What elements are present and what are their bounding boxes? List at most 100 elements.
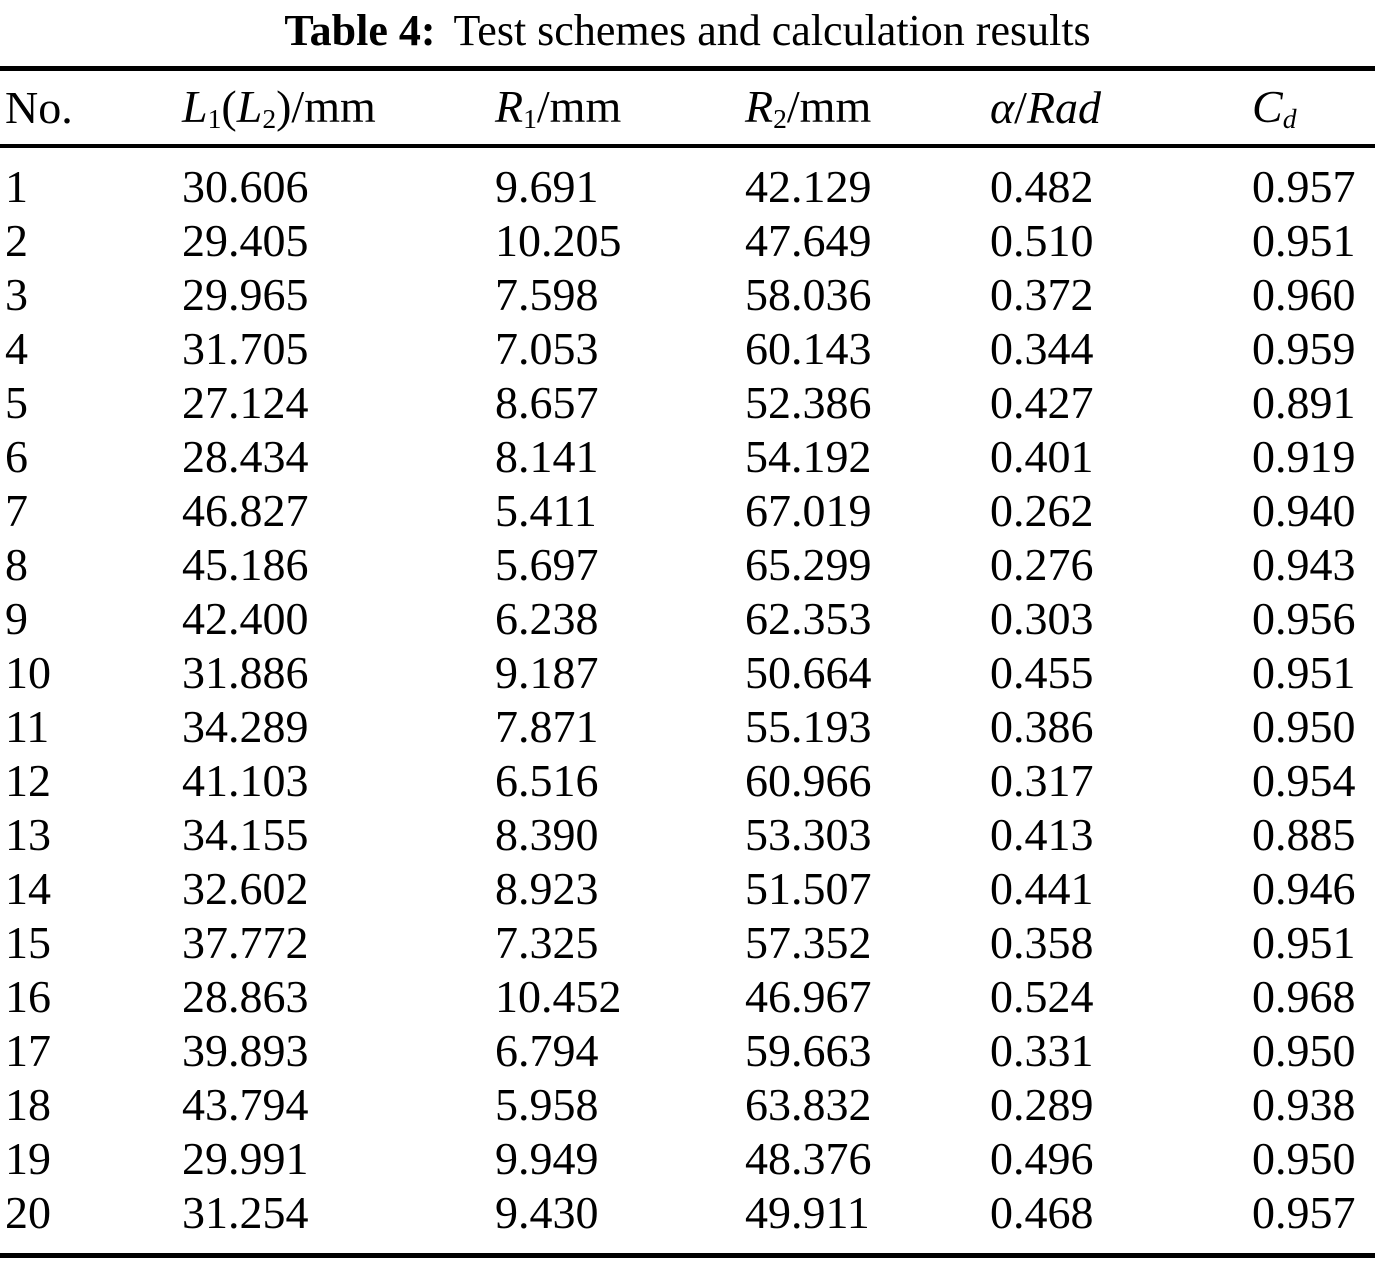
- table-cell: 0.441: [990, 863, 1094, 914]
- table-row: 1 30.606 9.691 42.129 0.482 0.957: [0, 160, 1375, 214]
- column-header-l1-l2-mm: L1(L2)/mm: [182, 80, 495, 135]
- table-row: 13 34.155 8.390 53.303 0.413 0.885: [0, 808, 1375, 862]
- table-cell: 0.413: [990, 809, 1094, 860]
- table-cell: 9.430: [495, 1187, 599, 1238]
- table-cell: 7: [5, 485, 28, 536]
- table-cell: 0.289: [990, 1079, 1094, 1130]
- table-cell: 0.344: [990, 323, 1094, 374]
- table-cell: 52.386: [745, 377, 872, 428]
- table-cell: 2: [5, 215, 28, 266]
- table-cell: 58.036: [745, 269, 872, 320]
- table-cell: 5.697: [495, 539, 599, 590]
- table-top-rule: [0, 66, 1375, 71]
- table-cell: 3: [5, 269, 28, 320]
- table-cell: 60.966: [745, 755, 872, 806]
- header-segment: α: [990, 82, 1015, 133]
- table-caption-text: Test schemes and calculation results: [453, 6, 1091, 55]
- table-cell: 7.871: [495, 701, 599, 752]
- table-cell: 8: [5, 539, 28, 590]
- table-cell: 0.386: [990, 701, 1094, 752]
- table-cell: 0.954: [1252, 755, 1356, 806]
- header-segment: /mm: [536, 80, 622, 132]
- table-cell: 0.482: [990, 161, 1094, 212]
- table-cell: 0.358: [990, 917, 1094, 968]
- header-segment: R: [745, 80, 774, 132]
- table-cell: 65.299: [745, 539, 872, 590]
- header-segment: No.: [5, 82, 73, 133]
- table-cell: 41.103: [182, 755, 309, 806]
- table-cell: 31.886: [182, 647, 309, 698]
- table-cell: 54.192: [745, 431, 872, 482]
- table-cell: 0.331: [990, 1025, 1094, 1076]
- table-cell: 49.911: [745, 1187, 870, 1238]
- table-cell: 9.949: [495, 1133, 599, 1184]
- header-segment: /mm: [786, 80, 872, 132]
- table-cell: 0.957: [1252, 161, 1356, 212]
- table-cell: 32.602: [182, 863, 309, 914]
- table-cell: 50.664: [745, 647, 872, 698]
- table-cell: 31.254: [182, 1187, 309, 1238]
- table-cell: 0.946: [1252, 863, 1356, 914]
- table-cell: 6.516: [495, 755, 599, 806]
- table-cell: 0.951: [1252, 917, 1356, 968]
- table-cell: 8.141: [495, 431, 599, 482]
- table-cell: 8.390: [495, 809, 599, 860]
- table-cell: 0.968: [1252, 971, 1356, 1022]
- table-cell: 51.507: [745, 863, 872, 914]
- table-cell: 1: [5, 161, 28, 212]
- table-cell: 29.405: [182, 215, 309, 266]
- table-cell: 6: [5, 431, 28, 482]
- table-cell: 37.772: [182, 917, 309, 968]
- table-cell: 6.794: [495, 1025, 599, 1076]
- table-row: 5 27.124 8.657 52.386 0.427 0.891: [0, 376, 1375, 430]
- table-cell: 0.950: [1252, 701, 1356, 752]
- table-row: 9 42.400 6.238 62.353 0.303 0.956: [0, 592, 1375, 646]
- table-cell: 13: [5, 809, 51, 860]
- table-cell: 55.193: [745, 701, 872, 752]
- table-body: 1 30.606 9.691 42.129 0.482 0.957 2 29.405 10.20…: [0, 148, 1375, 1240]
- column-header-no: No.: [5, 81, 182, 134]
- table-cell: 42.129: [745, 161, 872, 212]
- table-row: 11 34.289 7.871 55.193 0.386 0.950: [0, 700, 1375, 754]
- table-row: 3 29.965 7.598 58.036 0.372 0.960: [0, 268, 1375, 322]
- table-cell: 0.401: [990, 431, 1094, 482]
- table-cell: 0.940: [1252, 485, 1356, 536]
- table-cell: 0.427: [990, 377, 1094, 428]
- table-cell: 0.303: [990, 593, 1094, 644]
- table-cell: 27.124: [182, 377, 309, 428]
- table-cell: 7.053: [495, 323, 599, 374]
- table-cell: 0.956: [1252, 593, 1356, 644]
- header-segment: C: [1252, 80, 1283, 132]
- table-cell: 34.155: [182, 809, 309, 860]
- table-row: 19 29.991 9.949 48.376 0.496 0.950: [0, 1132, 1375, 1186]
- table-row: 15 37.772 7.325 57.352 0.358 0.951: [0, 916, 1375, 970]
- table-row: 6 28.434 8.141 54.192 0.401 0.919: [0, 430, 1375, 484]
- header-segment: L: [236, 80, 263, 132]
- table-cell: 43.794: [182, 1079, 309, 1130]
- table-cell: 10: [5, 647, 51, 698]
- table-header-row: No. L1(L2)/mm R1/mm R2/mm α/Rad Cd: [0, 71, 1375, 144]
- table-cell: 0.938: [1252, 1079, 1356, 1130]
- header-segment: 1: [523, 103, 537, 135]
- table-cell: 8.657: [495, 377, 599, 428]
- table-cell: 5.958: [495, 1079, 599, 1130]
- table-row: 8 45.186 5.697 65.299 0.276 0.943: [0, 538, 1375, 592]
- table-cell: 53.303: [745, 809, 872, 860]
- table-cell: 0.262: [990, 485, 1094, 536]
- table-cell: 46.827: [182, 485, 309, 536]
- table-cell: 39.893: [182, 1025, 309, 1076]
- table-row: 7 46.827 5.411 67.019 0.262 0.940: [0, 484, 1375, 538]
- table-cell: 16: [5, 971, 51, 1022]
- table-row: 2 29.405 10.205 47.649 0.510 0.951: [0, 214, 1375, 268]
- table-cell: 0.919: [1252, 431, 1356, 482]
- header-segment: L: [182, 80, 208, 132]
- table-cell: 0.957: [1252, 1187, 1356, 1238]
- table-cell: 29.991: [182, 1133, 309, 1184]
- header-segment: 2: [262, 103, 277, 135]
- table-cell: 0.959: [1252, 323, 1356, 374]
- table-cell: 0.276: [990, 539, 1094, 590]
- table-cell: 14: [5, 863, 51, 914]
- table-row: 18 43.794 5.958 63.832 0.289 0.938: [0, 1078, 1375, 1132]
- table-cell: 0.510: [990, 215, 1094, 266]
